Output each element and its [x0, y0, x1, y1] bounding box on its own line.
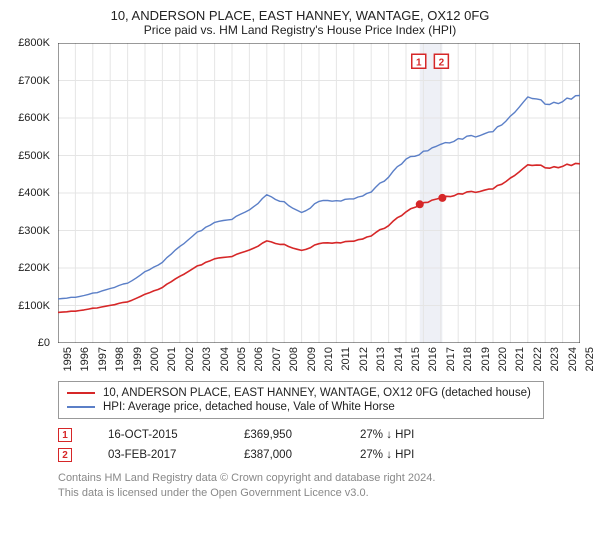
x-axis-label: 2019	[480, 347, 492, 371]
x-axis-label: 2018	[462, 347, 474, 371]
sale-events-table: 1 16-OCT-2015 £369,950 27% ↓ HPI 2 03-FEB-201…	[58, 425, 586, 465]
y-axis-label: £400K	[10, 187, 50, 199]
chart-title-address: 10, ANDERSON PLACE, EAST HANNEY, WANTAGE…	[14, 8, 586, 23]
chart-container: 10, ANDERSON PLACE, EAST HANNEY, WANTAGE…	[0, 0, 600, 560]
sale-event-date: 16-OCT-2015	[108, 429, 208, 441]
x-axis-label: 2017	[445, 347, 457, 371]
x-axis-label: 2016	[427, 347, 439, 371]
y-axis-label: £300K	[10, 225, 50, 237]
sale-event-delta: 27% ↓ HPI	[360, 449, 440, 461]
x-axis-label: 2014	[393, 347, 405, 371]
x-axis-label: 2022	[532, 347, 544, 371]
x-axis-label: 2025	[584, 347, 596, 371]
sale-event-delta: 27% ↓ HPI	[360, 429, 440, 441]
x-axis-label: 2021	[514, 347, 526, 371]
x-axis-label: 1997	[97, 347, 109, 371]
x-axis-label: 2012	[358, 347, 370, 371]
y-axis-label: £800K	[10, 37, 50, 49]
x-axis-label: 2010	[323, 347, 335, 371]
legend-row: HPI: Average price, detached house, Vale…	[67, 400, 535, 414]
legend-label: HPI: Average price, detached house, Vale…	[103, 401, 395, 413]
x-axis-label: 2002	[184, 347, 196, 371]
legend-row: 10, ANDERSON PLACE, EAST HANNEY, WANTAGE…	[67, 386, 535, 400]
legend-label: 10, ANDERSON PLACE, EAST HANNEY, WANTAGE…	[103, 387, 531, 399]
x-axis-label: 2020	[497, 347, 509, 371]
legend-swatch	[67, 392, 95, 394]
y-axis-label: £100K	[10, 300, 50, 312]
x-axis-label: 2007	[271, 347, 283, 371]
x-axis-label: 2003	[201, 347, 213, 371]
y-axis-label: £700K	[10, 75, 50, 87]
x-axis-label: 2024	[567, 347, 579, 371]
x-axis-label: 1999	[132, 347, 144, 371]
sale-event-row: 2 03-FEB-2017 £387,000 27% ↓ HPI	[58, 445, 586, 465]
y-axis-label: £600K	[10, 112, 50, 124]
x-axis-label: 2008	[288, 347, 300, 371]
chart-svg: 12	[58, 43, 580, 343]
sale-event-marker-icon: 1	[58, 428, 72, 442]
x-axis-label: 1996	[79, 347, 91, 371]
legend-swatch	[67, 406, 95, 408]
x-axis-label: 2005	[236, 347, 248, 371]
x-axis-label: 2001	[166, 347, 178, 371]
chart-plot-area: 12 £0£100K£200K£300K£400K£500K£600K£700K…	[58, 43, 580, 373]
sale-event-row: 1 16-OCT-2015 £369,950 27% ↓ HPI	[58, 425, 586, 445]
x-axis-label: 1995	[62, 347, 74, 371]
legend: 10, ANDERSON PLACE, EAST HANNEY, WANTAGE…	[58, 381, 544, 419]
svg-text:1: 1	[416, 57, 422, 68]
x-axis-label: 2023	[549, 347, 561, 371]
sale-event-price: £369,950	[244, 429, 324, 441]
footer-line-1: Contains HM Land Registry data © Crown c…	[58, 471, 586, 486]
x-axis-label: 2013	[375, 347, 387, 371]
svg-text:2: 2	[439, 57, 445, 68]
x-axis-label: 2006	[253, 347, 265, 371]
x-axis-label: 2009	[306, 347, 318, 371]
chart-subtitle: Price paid vs. HM Land Registry's House …	[14, 23, 586, 37]
x-axis-label: 2015	[410, 347, 422, 371]
sale-event-date: 03-FEB-2017	[108, 449, 208, 461]
footer-line-2: This data is licensed under the Open Gov…	[58, 486, 586, 501]
y-axis-label: £0	[10, 337, 50, 349]
x-axis-label: 2011	[340, 347, 352, 371]
x-axis-label: 2004	[219, 347, 231, 371]
x-axis-label: 2000	[149, 347, 161, 371]
sale-event-marker-icon: 2	[58, 448, 72, 462]
x-axis-label: 1998	[114, 347, 126, 371]
y-axis-label: £500K	[10, 150, 50, 162]
footer-attribution: Contains HM Land Registry data © Crown c…	[58, 471, 586, 501]
y-axis-label: £200K	[10, 262, 50, 274]
sale-event-price: £387,000	[244, 449, 324, 461]
